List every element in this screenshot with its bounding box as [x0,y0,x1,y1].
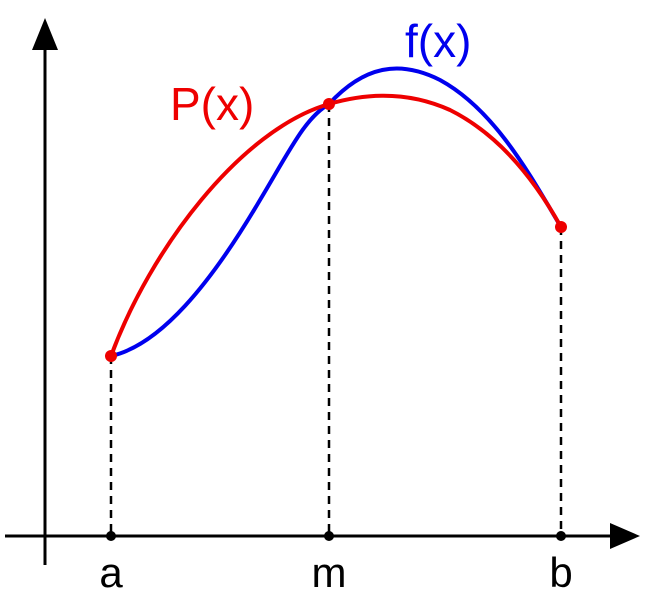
tick-point-b [556,531,566,541]
label-f: f(x) [405,15,471,67]
label-p: P(x) [170,78,254,130]
tick-point-m [324,531,334,541]
p-curve [109,93,563,357]
x-axis-arrow-icon [610,523,640,549]
tick-point-a [106,531,116,541]
label-b: b [549,549,572,596]
y-axis-arrow-icon [32,18,58,50]
curve-point-a [105,350,117,362]
curve-point-b [555,221,567,233]
label-a: a [99,549,123,596]
label-m: m [312,549,347,596]
curve-point-m [323,98,335,110]
